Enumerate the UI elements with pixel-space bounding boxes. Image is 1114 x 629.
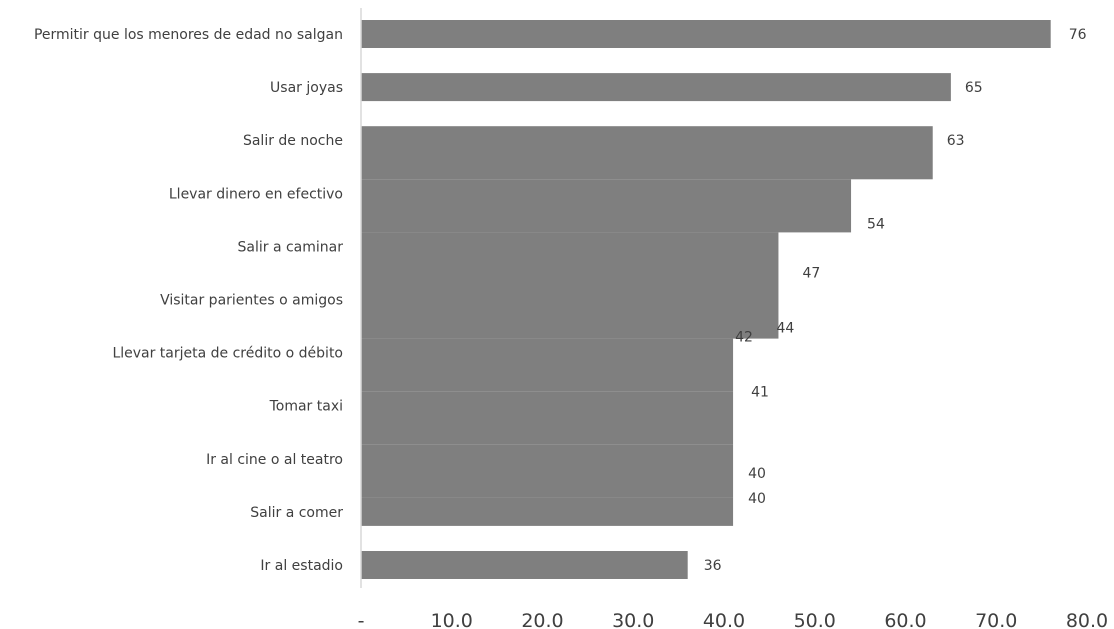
bar-10 (361, 497, 734, 526)
bar-4 (361, 179, 852, 233)
x-axis-tick-labels: - 10.0 20.0 30.0 40.0 50.0 60.0 70.0 80.0 (358, 610, 1109, 629)
x-tick-label: - (358, 610, 365, 629)
value-label: 40 (748, 491, 766, 507)
bar-11 (361, 551, 688, 579)
category-label: Salir de noche (243, 133, 343, 149)
bar-2 (361, 73, 951, 102)
category-label: Visitar parientes o amigos (160, 293, 343, 309)
value-label: 42 (735, 330, 753, 346)
value-label: 54 (867, 216, 885, 232)
category-label: Llevar dinero en efectivo (169, 186, 343, 202)
x-tick-label: 60.0 (884, 610, 926, 629)
x-tick-label: 50.0 (794, 610, 836, 629)
category-label: Salir a comer (250, 505, 343, 521)
category-label: Salir a caminar (238, 239, 344, 255)
value-label: 47 (802, 265, 820, 281)
bar-6 (361, 285, 779, 339)
category-label: Usar joyas (270, 80, 343, 96)
value-label: 41 (751, 385, 769, 401)
value-label: 44 (776, 321, 794, 337)
category-label: Llevar tarjeta de crédito o débito (112, 346, 343, 362)
x-tick-label: 40.0 (703, 610, 745, 629)
bar-1 (361, 20, 1051, 48)
x-tick-label: 80.0 (1066, 610, 1108, 629)
category-label: Ir al estadio (260, 558, 343, 574)
value-labels-group: 76 65 63 54 47 44 42 41 40 40 36 (704, 27, 1087, 574)
category-label: Tomar taxi (269, 399, 343, 415)
x-tick-label: 20.0 (521, 610, 563, 629)
category-labels-group: Permitir que los menores de edad no salg… (34, 27, 343, 574)
value-label: 40 (748, 466, 766, 482)
bar-8 (361, 391, 734, 445)
value-label: 76 (1069, 27, 1087, 43)
bars-group (361, 20, 1051, 579)
x-tick-label: 70.0 (975, 610, 1017, 629)
value-label: 63 (947, 133, 965, 149)
bar-7 (361, 338, 734, 392)
category-label: Ir al cine o al teatro (206, 452, 343, 468)
bar-3 (361, 126, 933, 180)
value-label: 65 (965, 80, 983, 96)
bar-9 (361, 444, 734, 498)
x-tick-label: 30.0 (612, 610, 654, 629)
x-tick-label: 10.0 (431, 610, 473, 629)
bar-5 (361, 232, 779, 286)
category-label: Permitir que los menores de edad no salg… (34, 27, 343, 43)
value-label: 36 (704, 558, 722, 574)
